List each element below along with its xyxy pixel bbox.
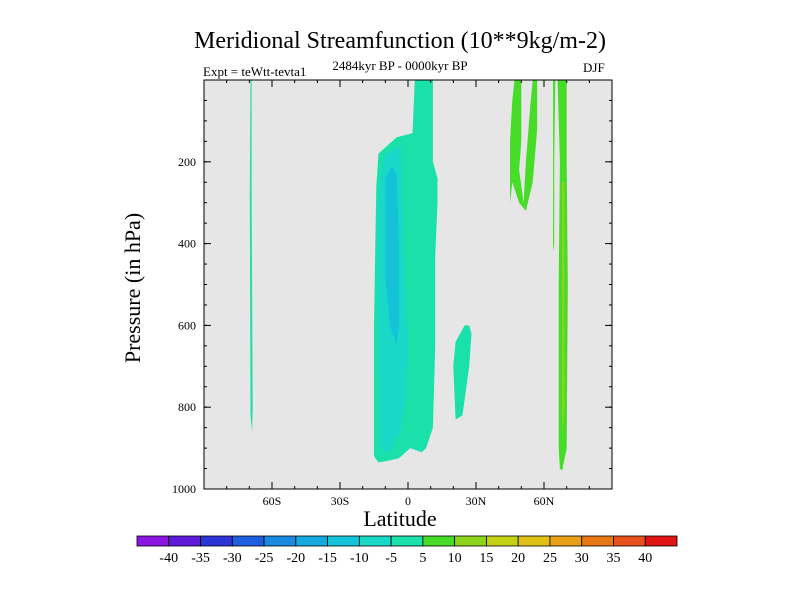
chart-title: Meridional Streamfunction (10**9kg/m-2) (194, 28, 606, 54)
y-tick-label: 1000 (172, 482, 196, 496)
y-axis-label: Pressure (in hPa) (120, 212, 145, 364)
y-tick-label: 600 (178, 318, 196, 332)
x-tick-label: 0 (405, 494, 411, 508)
colorbar-label: 40 (638, 551, 652, 566)
colorbar-label: 30 (575, 551, 589, 566)
colorbar-label: -5 (385, 551, 397, 566)
contour-equatorial-negative-core (385, 165, 399, 346)
season-label: DJF (583, 60, 605, 75)
colorbar-swatch (549, 535, 583, 547)
colorbar-swatch (136, 535, 170, 547)
contour-nh-high-latitude-positive-core (562, 182, 565, 432)
x-axis-label: Latitude (363, 506, 437, 531)
contour-sh-polar-weak-negative (249, 80, 253, 432)
colorbar-swatch (644, 535, 678, 547)
colorbar-label: -40 (159, 551, 178, 566)
y-tick-label: 200 (178, 155, 196, 169)
colorbar-label: 10 (448, 551, 462, 566)
colorbar-swatch (200, 535, 233, 547)
colorbar-label: -35 (191, 551, 210, 566)
colorbar-label: 5 (419, 551, 426, 566)
colorbar-swatch (168, 535, 201, 547)
colorbar-label: -20 (286, 551, 305, 566)
colorbar-swatch (486, 535, 519, 547)
axis-ticks: 60S 30S 0 30N 60N 200 400 600 800 1000 (172, 79, 613, 508)
x-tick-label: 60N (534, 494, 555, 508)
colorbar-swatch (358, 535, 392, 547)
colorbar-swatch (295, 535, 328, 547)
colorbar-label: 20 (511, 551, 525, 566)
contour-regions (249, 80, 568, 471)
contour-nh-upper-positive-band (510, 80, 538, 211)
colorbar: -40 -35 -30 -25 -20 -15 -10 -5 5 10 15 20 25 30 35 40 (136, 535, 678, 566)
colorbar-label: -10 (350, 551, 369, 566)
experiment-label: Expt = teWtt-tevta1 (203, 64, 307, 79)
colorbar-label: -25 (255, 551, 274, 566)
colorbar-swatch (263, 535, 297, 547)
x-tick-label: 30S (331, 494, 350, 508)
x-tick-label: 30N (466, 494, 487, 508)
time-range-label: 2484kyr BP - 0000kyr BP (332, 58, 468, 73)
colorbar-swatch (390, 535, 424, 547)
colorbar-label: 25 (543, 551, 557, 566)
colorbar-swatch (327, 535, 360, 547)
contour-nh-thin-positive-line (553, 80, 556, 252)
y-tick-label: 400 (178, 237, 196, 251)
colorbar-label: -15 (318, 551, 337, 566)
colorbar-label: 15 (479, 551, 493, 566)
colorbar-label: 35 (606, 551, 620, 566)
colorbar-swatch (454, 535, 487, 547)
colorbar-label: -30 (223, 551, 242, 566)
colorbar-swatch (581, 535, 614, 547)
colorbar-swatch (517, 535, 551, 547)
colorbar-swatch (422, 535, 456, 547)
colorbar-swatch (613, 535, 646, 547)
colorbar-swatch (231, 535, 265, 547)
x-tick-label: 60S (263, 494, 282, 508)
contour-nh-subtropical-negative (453, 325, 472, 420)
y-tick-label: 800 (178, 400, 196, 414)
